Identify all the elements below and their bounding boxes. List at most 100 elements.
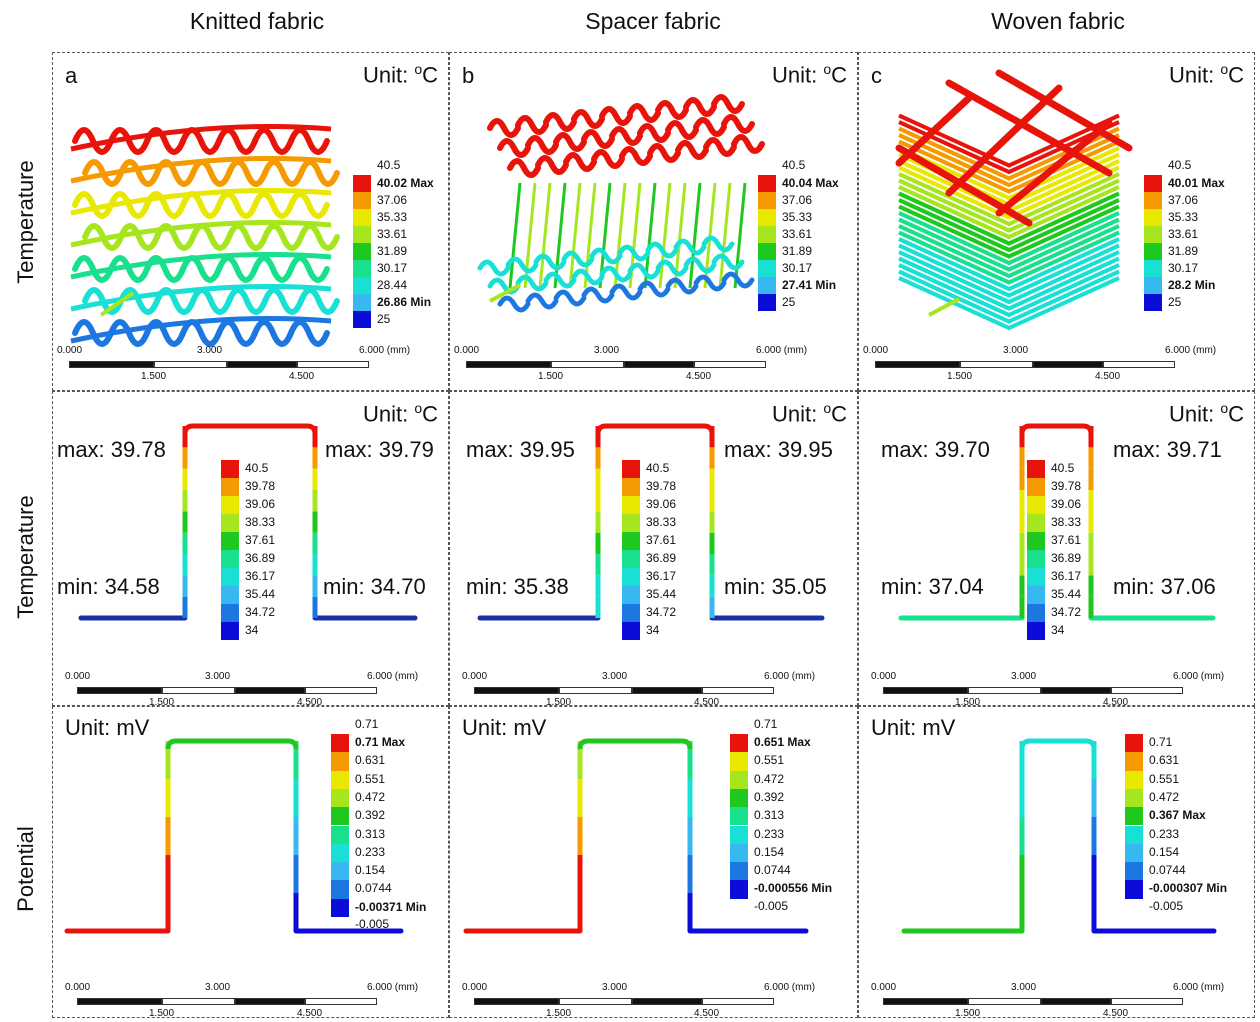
legend-label: 37.61 bbox=[1051, 533, 1082, 547]
legend-range-top: 40.5 bbox=[1168, 158, 1192, 172]
scale-segment bbox=[69, 361, 154, 368]
fabric-3d-model bbox=[477, 94, 765, 313]
legend-label: 35.44 bbox=[646, 587, 677, 601]
legend-swatch bbox=[730, 880, 748, 899]
scale-tick-label: 1.500 bbox=[947, 371, 973, 382]
knitted-yarn-loop bbox=[252, 127, 294, 155]
spacer-top-loop bbox=[693, 117, 727, 137]
legend-swatch bbox=[730, 843, 748, 863]
legend-swatch bbox=[353, 311, 371, 328]
scale-tick-label: 4.500 bbox=[297, 697, 323, 708]
scale-segment bbox=[1041, 687, 1111, 694]
scale-tick-label: 0.000 bbox=[462, 982, 488, 993]
spacer-bottom-loop bbox=[525, 292, 559, 310]
wire-temperature-profile bbox=[898, 423, 1216, 621]
spacer-bottom-loop bbox=[655, 259, 689, 277]
legend-label: 0.71 Max bbox=[355, 735, 406, 749]
fabric-3d-model bbox=[895, 69, 1133, 331]
fabric-3d-model bbox=[70, 124, 340, 347]
column-title-spacer: Spacer fabric bbox=[585, 8, 721, 34]
knitted-yarn-loop bbox=[288, 191, 330, 219]
scale-tick-label: 4.500 bbox=[289, 371, 315, 382]
spacer-top-loop bbox=[599, 106, 633, 126]
panel-2d-temperature: Unit: oC max: 39.95 max: 39.95 min: 35.38 mi… bbox=[449, 391, 858, 708]
scale-tick-label: 3.000 bbox=[602, 982, 628, 993]
scale-segment bbox=[883, 687, 968, 694]
legend-label: 39.78 bbox=[1051, 479, 1082, 493]
unit-degree: o bbox=[1220, 400, 1229, 416]
unit-label: Unit: oC bbox=[1169, 61, 1244, 88]
scale-tick-label: 0.000 bbox=[65, 671, 91, 682]
spacer-bottom-loop bbox=[497, 295, 531, 313]
legend-swatch bbox=[730, 770, 748, 789]
knitted-yarn-loop bbox=[252, 319, 294, 347]
legend-label: 26.86 Min bbox=[377, 295, 432, 309]
spacer-yarn-tail bbox=[489, 283, 521, 303]
legend-swatch bbox=[622, 550, 640, 568]
spacer-bottom-loop bbox=[711, 253, 745, 271]
scale-bar: 0.000 3.000 6.000 (mm) 1.500 4.500 bbox=[871, 671, 1224, 711]
legend-label: 31.89 bbox=[1168, 244, 1199, 258]
legend-swatch bbox=[1125, 862, 1143, 881]
legend-label: 0.154 bbox=[355, 863, 386, 878]
woven-top-yarn bbox=[995, 69, 1133, 152]
knitted-yarn-row bbox=[70, 188, 332, 216]
spacer-bottom-loop bbox=[721, 271, 755, 289]
scale-tick-label: 1.500 bbox=[149, 1008, 175, 1019]
legend-swatch bbox=[1144, 175, 1162, 192]
unit-prefix: Unit: bbox=[1168, 401, 1221, 427]
legend-label: 0.472 bbox=[754, 771, 785, 786]
knitted-yarn-loop bbox=[180, 127, 222, 155]
legend-label: 25 bbox=[377, 312, 391, 326]
legend-label: 0.154 bbox=[1149, 844, 1180, 859]
scale-segment bbox=[960, 361, 1033, 368]
legend-swatch bbox=[622, 532, 640, 550]
legend-swatch bbox=[730, 862, 748, 881]
panel-3d-temperature: b Unit: oC 40.5 40.04 Max 37.06 35.33 33.61 31.… bbox=[449, 52, 858, 391]
legend-label: 34.72 bbox=[1051, 605, 1082, 619]
spacer-bottom-loop bbox=[561, 250, 595, 268]
legend-label: 0.233 bbox=[754, 826, 785, 841]
label-right-min: min: 37.06 bbox=[1113, 574, 1216, 599]
unit-prefix: Unit: bbox=[1168, 62, 1221, 88]
knitted-yarn-row bbox=[70, 252, 332, 280]
legend-swatch bbox=[622, 514, 640, 532]
scale-segment bbox=[1033, 361, 1103, 368]
spacer-bottom-loop bbox=[505, 256, 539, 274]
spacer-top-loop bbox=[571, 109, 605, 129]
label-left-min: min: 34.58 bbox=[57, 574, 160, 599]
legend-swatch bbox=[1144, 243, 1162, 260]
scale-segment bbox=[305, 998, 377, 1005]
wire-top bbox=[595, 423, 715, 435]
scale-segment bbox=[1041, 998, 1111, 1005]
legend-swatch bbox=[331, 880, 349, 899]
scale-segment bbox=[559, 687, 632, 694]
label-left-max: max: 39.95 bbox=[466, 437, 575, 462]
legend-swatch bbox=[1144, 209, 1162, 226]
legend-swatch bbox=[758, 294, 776, 311]
legend-swatch bbox=[353, 175, 371, 192]
woven-top-yarn bbox=[945, 79, 1113, 177]
legend-label: 30.17 bbox=[1168, 261, 1199, 275]
legend-label: 34 bbox=[245, 623, 259, 637]
legend-label: 37.06 bbox=[782, 193, 813, 207]
legend-swatch bbox=[221, 514, 239, 532]
knitted-yarn-loop bbox=[190, 159, 232, 187]
legend-swatch bbox=[1144, 294, 1162, 311]
legend-label: 0.551 bbox=[754, 753, 785, 768]
scale-segment bbox=[297, 361, 369, 368]
unit-suffix: C bbox=[1228, 62, 1244, 88]
legend-swatch bbox=[1125, 770, 1143, 789]
wire-top bbox=[1019, 423, 1094, 435]
spacer-pile-yarn bbox=[508, 182, 522, 289]
spacer-bottom-loop bbox=[571, 268, 605, 286]
legend-swatch bbox=[331, 752, 349, 771]
legend-label: 40.01 Max bbox=[1168, 176, 1225, 190]
scale-segment bbox=[632, 998, 702, 1005]
legend-swatch bbox=[353, 277, 371, 294]
spacer-pile-yarn bbox=[733, 182, 747, 289]
scale-segment bbox=[227, 361, 297, 368]
spacer-bottom-loop bbox=[487, 277, 521, 295]
spacer-top-loop bbox=[619, 146, 653, 166]
legend-swatch bbox=[1144, 277, 1162, 294]
